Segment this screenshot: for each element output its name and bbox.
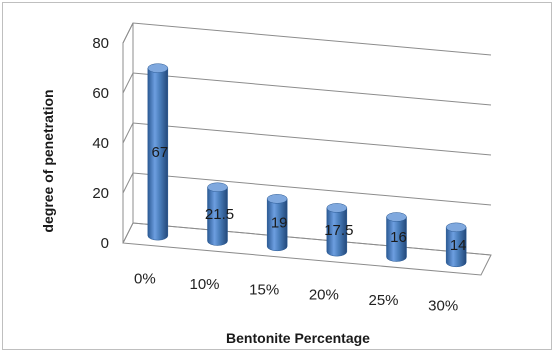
floor (122, 222, 492, 276)
x-axis-title: Bentonite Percentage (226, 330, 370, 346)
chart-walls (122, 22, 492, 276)
bar-top (326, 203, 348, 213)
bar: 14 (445, 222, 467, 268)
data-label: 21.5 (205, 206, 234, 223)
x-tick-label: 30% (428, 297, 458, 314)
bar-body (266, 198, 288, 252)
bar-top (386, 212, 407, 222)
x-tick-label: 10% (189, 276, 219, 293)
bar-top (266, 194, 288, 204)
bar-body (445, 227, 467, 268)
data-label: 16 (390, 229, 407, 246)
bar: 17.5 (324, 203, 353, 257)
y-tick-label: 20 (92, 185, 109, 202)
bar-top (445, 222, 467, 233)
gridlines (122, 22, 492, 256)
x-tick-label: 15% (249, 281, 279, 298)
gridline (122, 122, 492, 156)
chart-frame: 0 20 40 60 80 67 21.5 19 17.5 16 14 0% 10% 15% 20% 25… (2, 2, 552, 350)
y-tick-label: 60 (92, 85, 109, 102)
gridline (122, 22, 492, 56)
y-tick-labels: 0 20 40 60 80 (92, 35, 109, 252)
data-label: 17.5 (324, 222, 353, 239)
x-tick-label: 20% (309, 287, 339, 304)
gridline (122, 72, 492, 106)
y-tick-label: 0 (101, 235, 109, 252)
gridline (122, 172, 492, 206)
gridline (122, 222, 492, 256)
x-tick-labels: 0% 10% 15% 20% 25% 30% (134, 271, 458, 315)
bar-body (207, 187, 228, 246)
x-tick-label: 0% (134, 271, 156, 288)
data-label: 19 (271, 215, 288, 232)
bar: 16 (386, 212, 407, 262)
bar: 19 (266, 194, 288, 252)
bar-top (147, 63, 169, 73)
x-tick-label: 25% (368, 292, 398, 309)
data-label: 14 (450, 237, 467, 254)
bar: 21.5 (205, 182, 234, 246)
y-tick-label: 40 (92, 135, 109, 152)
bar-body (147, 67, 169, 241)
bar: 67 (147, 63, 169, 241)
y-axis-title: degree of penetration (40, 89, 56, 232)
bar-top (207, 182, 228, 192)
bar-body (326, 207, 348, 257)
y-tick-label: 80 (92, 35, 109, 52)
bar-body (386, 216, 407, 262)
data-label: 67 (151, 144, 168, 161)
bar-chart: 0 20 40 60 80 67 21.5 19 17.5 16 14 0% 10% 15% 20% 25… (40, 22, 492, 346)
bars: 67 21.5 19 17.5 16 14 (147, 63, 467, 268)
